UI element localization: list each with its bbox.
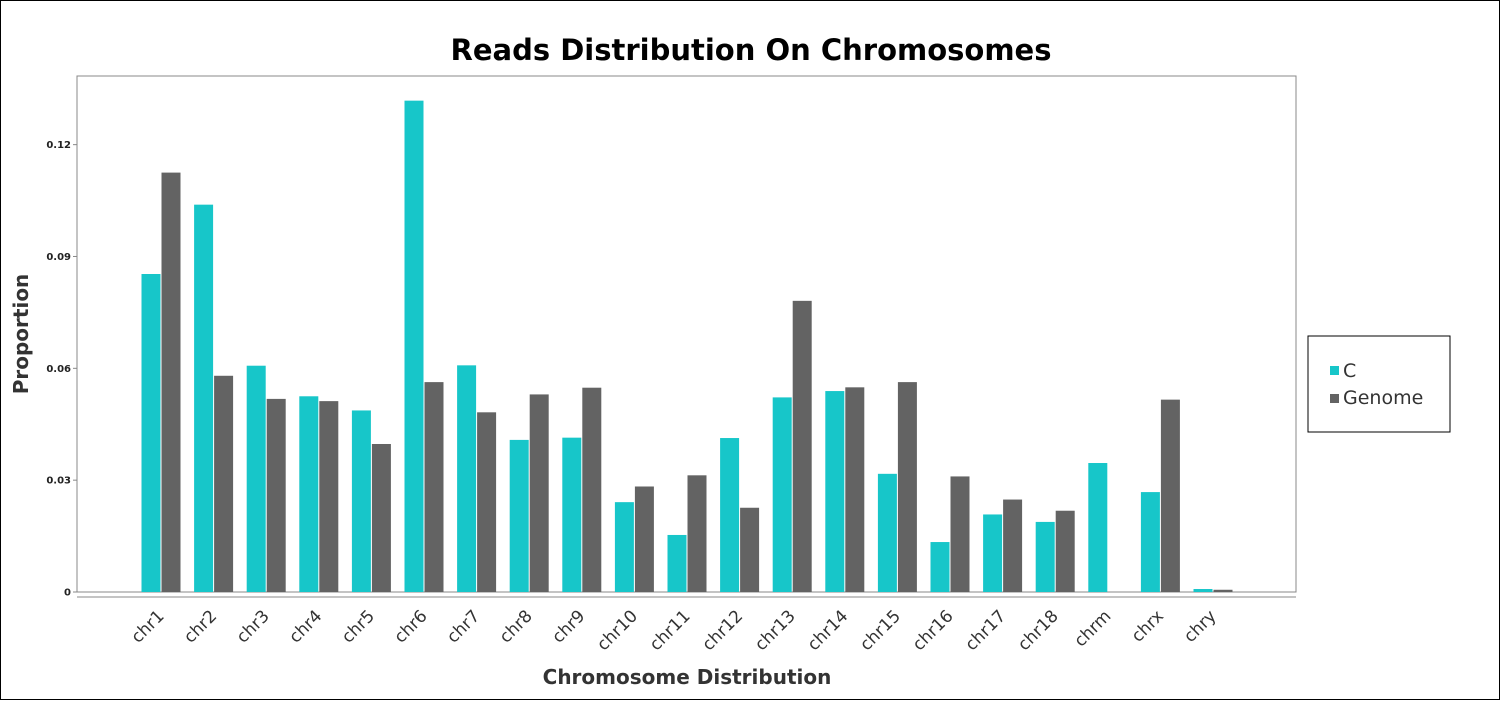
legend: C Genome	[1307, 335, 1451, 433]
bar-genome-chr1	[161, 172, 181, 592]
bar-genome-chr12	[740, 507, 760, 592]
legend-label-genome: Genome	[1343, 387, 1423, 409]
x-tick-label-chr12: chr12	[699, 606, 748, 655]
bar-genome-chr11	[687, 475, 707, 592]
y-axis-title: Proportion	[9, 274, 33, 395]
bar-c-chr11	[667, 534, 687, 592]
bar-c-chr10	[614, 502, 634, 592]
x-tick-label-chr7: chr7	[443, 606, 484, 647]
bar-c-chr1	[141, 274, 161, 592]
x-tick-label-chr5: chr5	[338, 606, 379, 647]
x-axis-title: Chromosome Distribution	[543, 665, 832, 689]
bar-genome-chr18	[1055, 510, 1075, 592]
bar-genome-chr15	[897, 382, 917, 592]
x-tick-label-chr6: chr6	[391, 606, 432, 647]
legend-swatch-c	[1330, 366, 1339, 375]
y-axis: 0 0.03 0.06 0.09 0.12	[46, 76, 78, 599]
x-tick-label-chr13: chr13	[751, 606, 800, 655]
bar-c-chrx	[1140, 492, 1160, 592]
bar-c-chr13	[772, 397, 792, 592]
bar-c-chr7	[457, 365, 477, 592]
x-tick-label-chr4: chr4	[285, 606, 326, 647]
bar-c-chr5	[351, 410, 371, 592]
bar-c-chr9	[562, 437, 582, 592]
x-tick-label-chr10: chr10	[593, 606, 642, 655]
bar-genome-chr9	[582, 387, 602, 592]
legend-label-c: C	[1343, 360, 1356, 382]
bar-genome-chr7	[477, 412, 497, 592]
x-tick-label-chr18: chr18	[1014, 606, 1063, 655]
y-tick-label: 0.06	[46, 364, 71, 375]
bar-c-chr15	[877, 473, 897, 592]
y-tick-label: 0.12	[46, 140, 71, 151]
x-tick-label-chrm: chrm	[1071, 606, 1116, 651]
y-tick-label: 0.09	[46, 252, 71, 263]
bar-c-chr14	[825, 391, 845, 592]
bar-genome-chr4	[319, 401, 339, 592]
x-tick-label-chr8: chr8	[496, 606, 537, 647]
x-tick-label-chr3: chr3	[233, 606, 274, 647]
bar-genome-chr2	[214, 375, 234, 592]
y-tick-label: 0	[64, 588, 71, 599]
y-tick-label: 0.03	[46, 476, 71, 487]
bar-c-chr16	[930, 542, 950, 592]
bar-c-chr18	[1035, 521, 1055, 592]
legend-box	[1307, 335, 1451, 433]
bar-c-chrm	[1088, 463, 1108, 592]
x-tick-label-chr11: chr11	[646, 606, 695, 655]
x-axis: chr1 chr2 chr3 chr4 chr5 chr6 chr7 chr8 chr9 chr1…	[77, 596, 1296, 655]
bars-group	[141, 100, 1233, 592]
x-tick-label-chry: chry	[1180, 606, 1220, 646]
bar-c-chr6	[404, 100, 424, 592]
bar-genome-chr17	[1003, 499, 1023, 592]
bar-genome-chr5	[371, 443, 391, 592]
legend-swatch-genome	[1330, 394, 1339, 403]
bar-genome-chr10	[634, 486, 654, 592]
x-tick-label-chr16: chr16	[909, 606, 958, 655]
bar-c-chr2	[194, 204, 214, 592]
bar-genome-chr8	[529, 394, 549, 592]
x-tick-label-chr17: chr17	[962, 606, 1011, 655]
x-tick-label-chr15: chr15	[856, 606, 905, 655]
bar-genome-chrx	[1160, 399, 1180, 592]
bar-genome-chr16	[950, 476, 970, 592]
x-tick-label-chr2: chr2	[180, 606, 221, 647]
bar-c-chr12	[720, 438, 740, 592]
chart-title: Reads Distribution On Chromosomes	[451, 33, 1052, 67]
x-tick-label-chr9: chr9	[548, 606, 589, 647]
bar-genome-chry	[1213, 589, 1233, 592]
x-tick-label-chrx: chrx	[1128, 606, 1168, 646]
bar-c-chry	[1193, 589, 1213, 592]
x-tick-label-chr1: chr1	[128, 606, 169, 647]
bar-genome-chr6	[424, 382, 444, 592]
bar-c-chr3	[246, 365, 266, 592]
x-tick-label-chr14: chr14	[804, 606, 853, 655]
bar-c-chr17	[983, 514, 1003, 592]
bar-c-chr8	[509, 439, 529, 592]
bar-genome-chr14	[845, 387, 865, 592]
bar-c-chr4	[299, 396, 319, 592]
bar-genome-chr3	[266, 398, 286, 592]
bar-genome-chr13	[792, 300, 812, 592]
